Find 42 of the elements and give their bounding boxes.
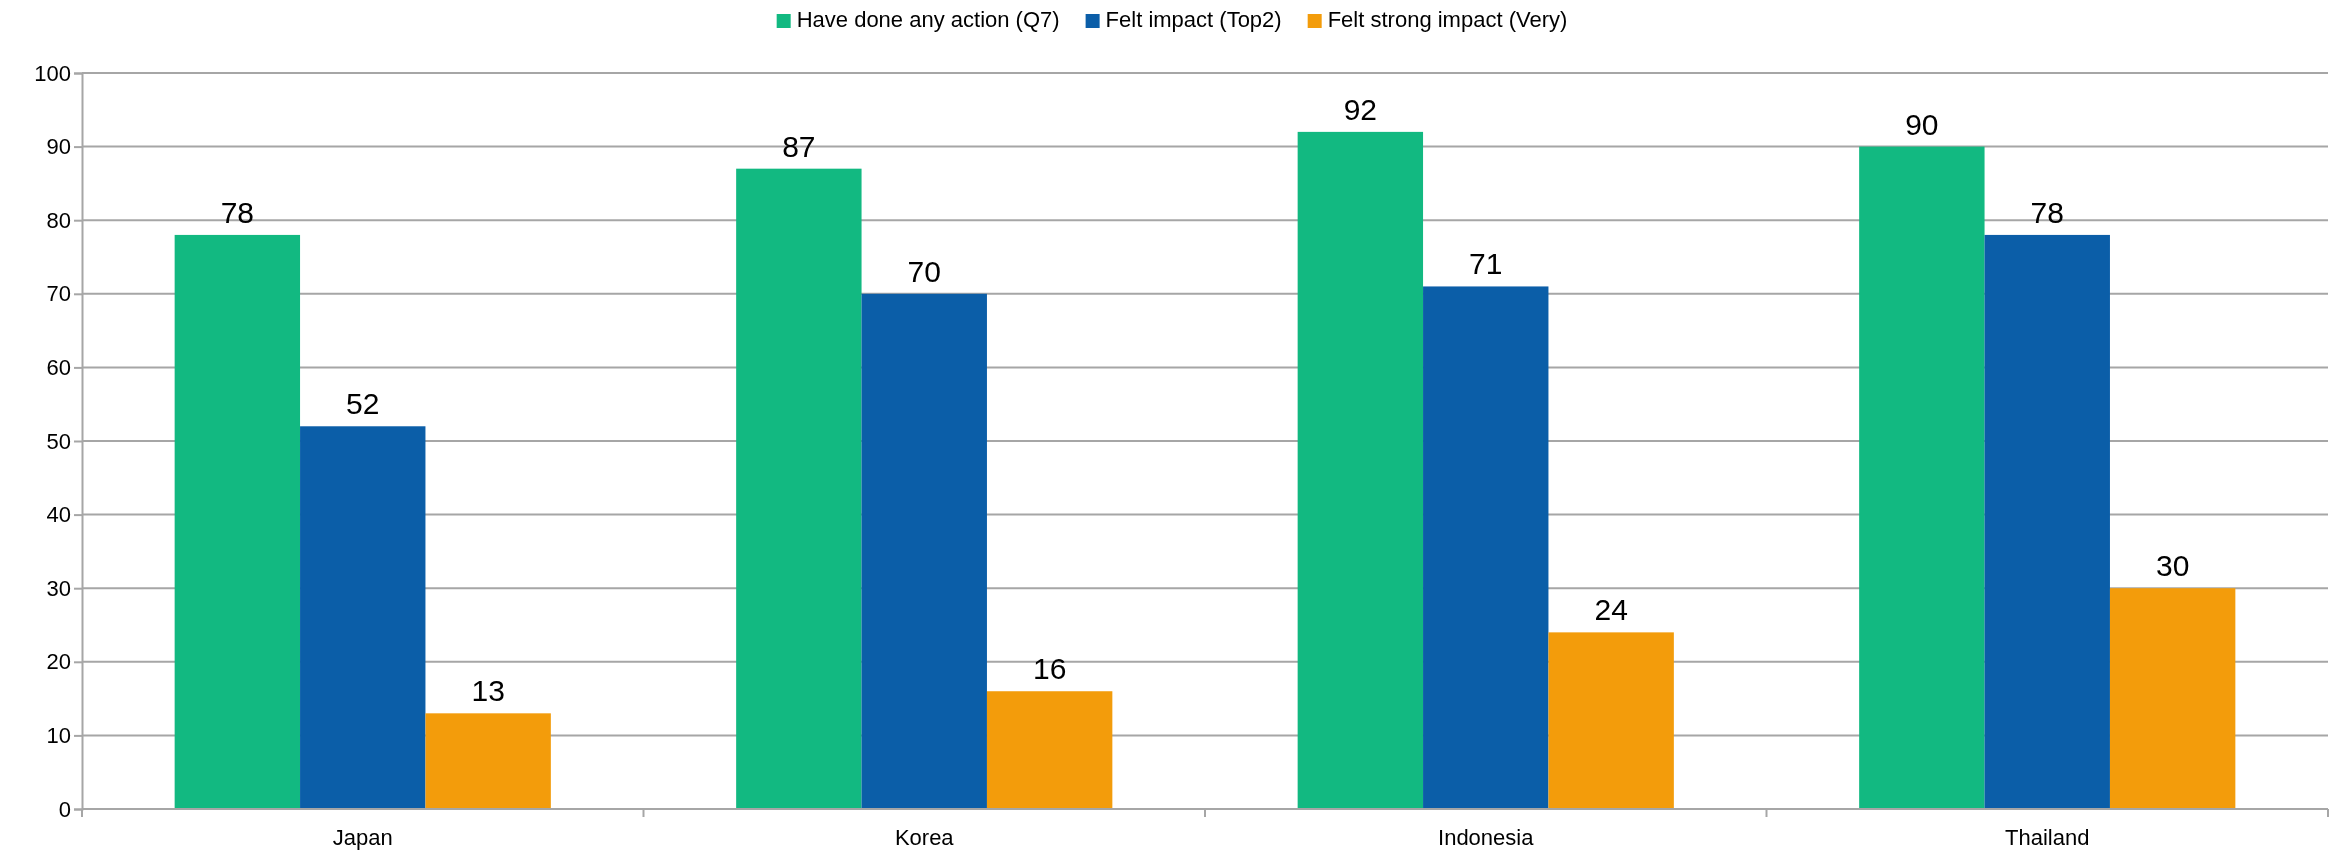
legend-label: Felt impact (Top2) — [1105, 7, 1282, 32]
data-label: 78 — [2030, 195, 2064, 229]
data-label: 70 — [907, 254, 941, 288]
bar — [425, 713, 551, 809]
data-label: 24 — [1594, 593, 1628, 627]
bar — [1548, 632, 1674, 809]
bar — [1984, 234, 2110, 809]
y-tick-label: 90 — [46, 134, 71, 160]
y-tick-label: 0 — [58, 796, 71, 822]
y-tick-label: 50 — [46, 428, 71, 454]
data-label: 13 — [471, 674, 505, 708]
data-label: 16 — [1032, 652, 1067, 686]
y-tick-label: 20 — [46, 649, 71, 675]
x-tick-label: Japan — [332, 825, 393, 850]
y-tick-label: 80 — [46, 207, 71, 233]
y-tick-label: 70 — [46, 281, 71, 307]
y-tick-label: 40 — [46, 502, 71, 528]
bar — [1859, 146, 1985, 809]
bar — [2109, 588, 2236, 809]
bar — [300, 426, 426, 809]
x-tick-label: Korea — [894, 825, 955, 850]
data-label: 92 — [1343, 92, 1378, 126]
bar — [174, 234, 301, 809]
y-tick-label: 30 — [46, 575, 71, 601]
bar — [861, 293, 987, 809]
y-tick-label: 60 — [46, 354, 71, 380]
bar — [1423, 286, 1549, 809]
data-label: 78 — [220, 195, 255, 229]
bar — [986, 691, 1113, 809]
y-tick-label: 100 — [34, 60, 71, 86]
data-label: 90 — [1905, 107, 1939, 141]
legend-label: Felt strong impact (Very) — [1327, 7, 1568, 32]
y-tick-label: 10 — [46, 722, 71, 748]
data-label: 52 — [346, 387, 380, 421]
x-tick-label: Thailand — [2005, 825, 2090, 850]
x-tick-label: Indonesia — [1438, 825, 1535, 850]
data-label: 30 — [2155, 549, 2190, 583]
legend-label: Have done any action (Q7) — [796, 7, 1060, 32]
data-label: 71 — [1469, 247, 1503, 281]
bar — [1297, 131, 1424, 809]
bar — [736, 168, 862, 809]
data-label: 87 — [782, 129, 816, 163]
